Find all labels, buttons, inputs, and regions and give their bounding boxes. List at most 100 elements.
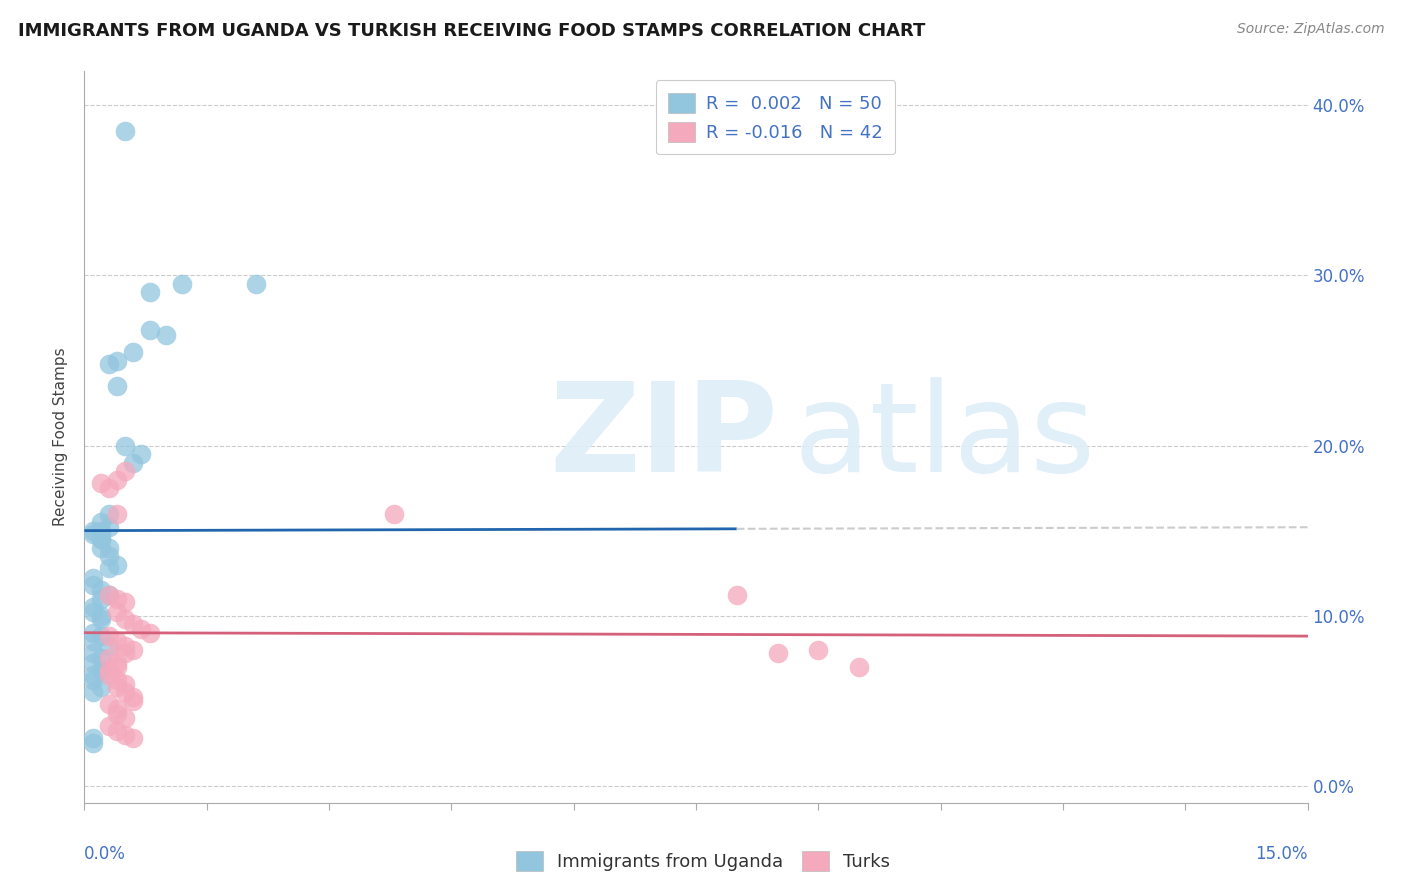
Point [122,456,145,470]
Text: Source: ZipAtlas.com: Source: ZipAtlas.com [1237,22,1385,37]
Point [97,663,120,677]
Point [105,591,128,606]
Point [90,651,112,665]
Point [382,507,405,521]
Text: ZIP: ZIP [550,376,778,498]
Point [807,642,830,657]
Point [97,719,120,733]
Point [97,357,120,371]
Point [97,507,120,521]
Point [105,507,128,521]
Point [90,629,112,643]
Point [105,673,128,688]
Point [122,694,145,708]
Point [82,634,104,648]
Point [122,345,145,359]
Point [97,697,120,711]
Point [90,527,112,541]
Point [97,640,120,654]
Point [82,668,104,682]
Point [105,680,128,694]
Point [82,625,104,640]
Point [114,595,136,609]
Point [82,524,104,538]
Point [114,646,136,660]
Point [105,473,128,487]
Point [82,685,104,699]
Point [114,685,136,699]
Point [90,680,112,694]
Point [82,646,104,660]
Point [97,588,120,602]
Point [105,558,128,572]
Point [90,663,112,677]
Point [97,549,120,563]
Point [114,464,136,478]
Text: 0.0%: 0.0% [84,846,127,863]
Point [122,642,145,657]
Point [90,541,112,555]
Point [114,124,136,138]
Point [766,646,789,660]
Point [122,690,145,705]
Point [82,571,104,585]
Point [122,617,145,632]
Point [138,625,160,640]
Point [245,277,267,291]
Point [90,475,112,490]
Point [114,711,136,725]
Point [90,608,112,623]
Point [114,677,136,691]
Point [114,640,136,654]
Text: IMMIGRANTS FROM UGANDA VS TURKISH RECEIVING FOOD STAMPS CORRELATION CHART: IMMIGRANTS FROM UGANDA VS TURKISH RECEIV… [18,22,925,40]
Point [90,532,112,546]
Point [131,622,153,636]
Point [131,447,153,461]
Point [97,541,120,555]
Point [82,600,104,615]
Point [90,524,112,538]
Point [90,591,112,606]
Point [82,578,104,592]
Point [105,605,128,619]
Point [105,657,128,671]
Point [90,515,112,529]
Point [138,323,160,337]
Point [114,612,136,626]
Point [114,728,136,742]
Point [97,520,120,534]
Point [82,527,104,541]
Text: 15.0%: 15.0% [1256,846,1308,863]
Point [105,702,128,716]
Point [90,532,112,546]
Point [97,651,120,665]
Point [114,439,136,453]
Point [155,328,177,343]
Point [105,724,128,739]
Point [82,657,104,671]
Legend: R =  0.002   N = 50, R = -0.016   N = 42: R = 0.002 N = 50, R = -0.016 N = 42 [655,80,896,154]
Point [105,707,128,722]
Point [138,285,160,300]
Point [97,668,120,682]
Point [172,277,194,291]
Point [105,659,128,673]
Point [97,481,120,495]
Y-axis label: Receiving Food Stamps: Receiving Food Stamps [53,348,69,526]
Point [90,583,112,598]
Point [90,612,112,626]
Point [105,379,128,393]
Point [82,605,104,619]
Point [97,588,120,602]
Text: atlas: atlas [794,376,1095,498]
Point [848,659,870,673]
Point [725,588,748,602]
Point [82,731,104,746]
Point [82,673,104,688]
Point [105,353,128,368]
Point [105,634,128,648]
Point [82,736,104,750]
Point [97,629,120,643]
Point [122,731,145,746]
Point [97,561,120,575]
